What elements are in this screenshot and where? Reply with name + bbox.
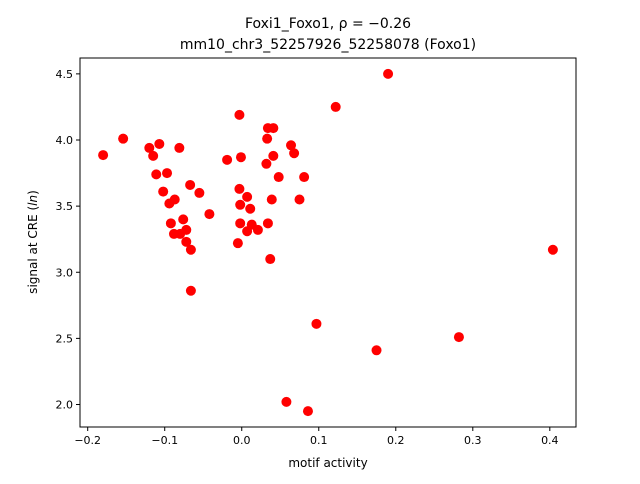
data-point: [178, 214, 189, 225]
data-point: [262, 218, 273, 229]
data-point: [242, 191, 253, 202]
data-point: [252, 224, 263, 235]
data-point: [268, 150, 279, 161]
data-point: [268, 123, 279, 134]
x-tick-label: 0.1: [310, 434, 328, 447]
data-point: [185, 285, 196, 296]
data-point: [151, 169, 162, 180]
data-point: [266, 194, 277, 205]
y-axis-label: signal at CRE (ln): [26, 190, 40, 294]
data-point: [245, 203, 256, 214]
x-tick-label: −0.1: [151, 434, 178, 447]
data-point: [273, 172, 284, 183]
data-point: [234, 109, 245, 120]
data-point: [232, 238, 243, 249]
data-point: [311, 318, 322, 329]
data-point: [289, 148, 300, 159]
data-point: [453, 332, 464, 343]
data-point: [262, 133, 273, 144]
x-axis-label: motif activity: [288, 456, 367, 470]
data-point: [235, 218, 246, 229]
data-point: [330, 101, 341, 112]
data-point: [118, 133, 129, 144]
x-tick-label: 0.4: [541, 434, 559, 447]
chart-title-line1: Foxi1_Foxo1, ρ = −0.26: [245, 16, 411, 32]
data-point: [148, 150, 159, 161]
data-point: [165, 218, 176, 229]
data-point: [194, 187, 205, 198]
x-tick-label: −0.2: [74, 434, 101, 447]
chart-title-line2: mm10_chr3_52257926_52258078 (Foxo1): [180, 37, 476, 53]
data-point: [234, 183, 245, 194]
data-point: [185, 179, 196, 190]
plot-frame: [79, 57, 577, 428]
x-tick-label: 0.2: [387, 434, 405, 447]
y-tick-label: 2.0: [56, 399, 74, 412]
data-point: [162, 168, 173, 179]
data-point: [174, 142, 185, 153]
data-point: [144, 142, 155, 153]
data-point: [302, 406, 313, 417]
y-tick-label: 3.5: [56, 200, 74, 213]
x-tick-label: 0.3: [464, 434, 482, 447]
data-point: [222, 154, 233, 165]
data-point: [294, 194, 305, 205]
data-point: [154, 138, 165, 149]
data-point: [261, 158, 272, 169]
data-point: [98, 150, 109, 161]
x-tick-label: 0.0: [233, 434, 251, 447]
y-tick-label: 4.0: [56, 134, 74, 147]
y-tick-label: 4.5: [56, 68, 74, 81]
data-point: [383, 68, 394, 79]
data-point: [164, 198, 175, 209]
data-point: [371, 345, 382, 356]
data-point: [286, 140, 297, 151]
data-point: [235, 152, 246, 163]
data-point: [158, 186, 169, 197]
data-point: [181, 236, 192, 247]
data-point: [299, 172, 310, 183]
data-point: [547, 244, 558, 255]
data-point: [235, 199, 246, 210]
data-point: [242, 226, 253, 237]
data-point: [265, 254, 276, 265]
data-point: [185, 244, 196, 255]
data-point: [175, 228, 186, 239]
data-point: [281, 396, 292, 407]
y-tick-label: 2.5: [56, 332, 74, 345]
y-tick-label: 3.0: [56, 266, 74, 279]
data-point: [204, 209, 215, 220]
